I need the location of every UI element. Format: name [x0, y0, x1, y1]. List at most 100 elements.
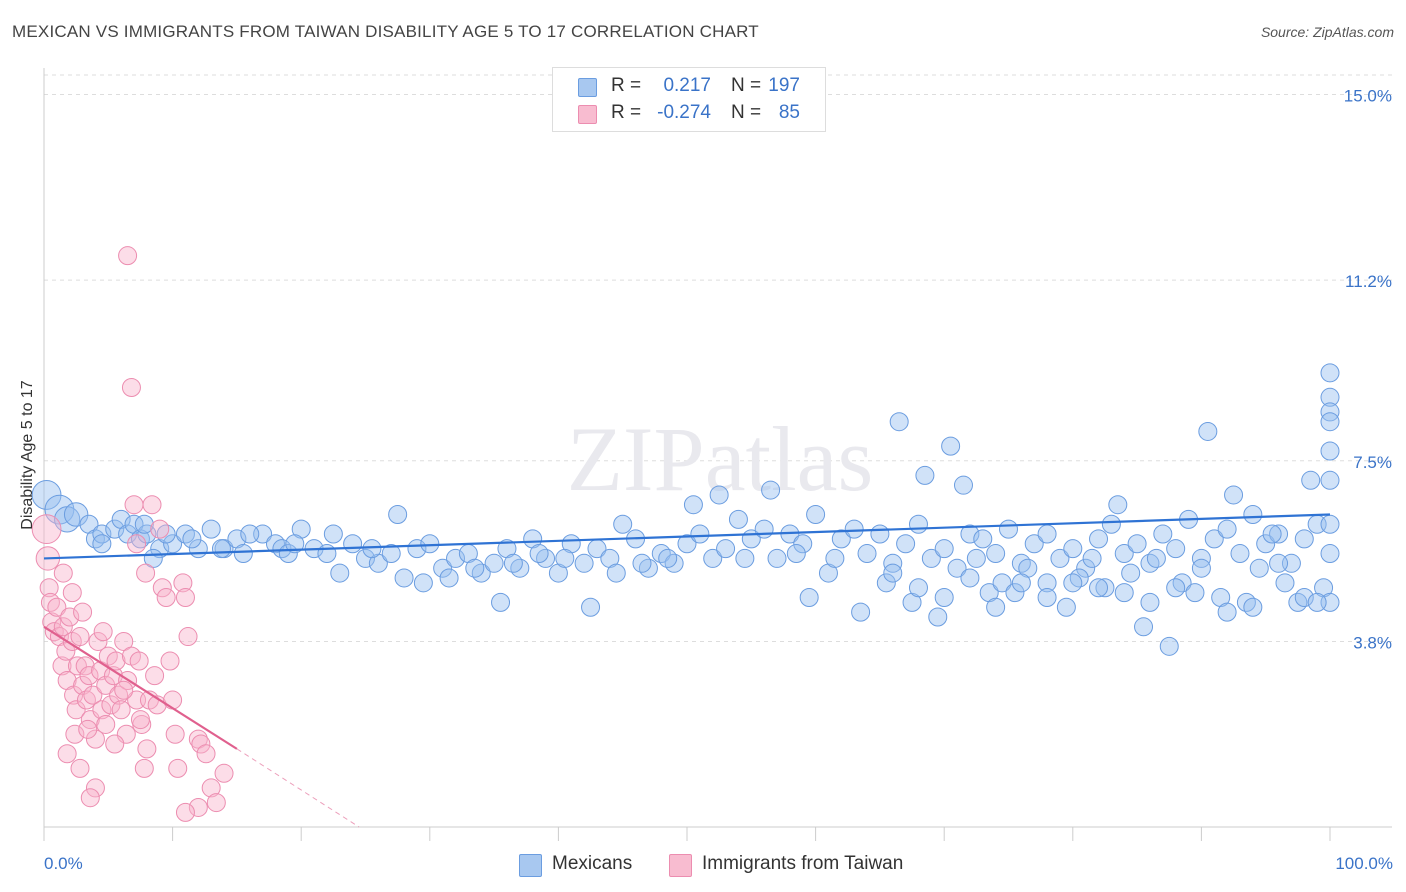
series-taiwan: [31, 246, 234, 822]
legend-r-label: R =: [611, 102, 642, 123]
data-point: [793, 534, 813, 554]
data-point: [503, 553, 523, 573]
data-point: [160, 651, 180, 671]
data-point: [178, 627, 198, 647]
data-point: [211, 539, 231, 559]
data-point: [60, 607, 80, 627]
data-point: [1269, 553, 1289, 573]
data-point: [1146, 548, 1166, 568]
data-point: [39, 578, 59, 598]
data-point: [1269, 524, 1289, 544]
data-point: [285, 534, 305, 554]
data-point: [1204, 529, 1224, 549]
trend-layer: [43, 513, 1331, 828]
legend-row-taiwan: R = -0.274 N = 85: [553, 101, 825, 127]
data-point: [206, 793, 226, 813]
data-point: [65, 724, 85, 744]
y-tick-label: 7.5%: [1353, 453, 1392, 472]
data-point: [1082, 548, 1102, 568]
data-point: [1307, 592, 1327, 612]
data-point: [831, 529, 851, 549]
data-point: [761, 480, 781, 500]
data-point: [1037, 524, 1057, 544]
data-point: [465, 558, 485, 578]
data-point: [1114, 583, 1134, 603]
data-point: [1320, 402, 1340, 422]
y-tick-label: 11.2%: [1345, 272, 1392, 291]
legend-r-value: 0.217: [663, 75, 711, 96]
data-point: [806, 504, 826, 524]
data-point: [484, 553, 504, 573]
series-legend: Mexicans Immigrants from Taiwan: [0, 852, 1406, 878]
data-point: [1288, 592, 1308, 612]
data-point: [1011, 573, 1031, 593]
data-point: [1243, 597, 1263, 617]
legend-n-label: N =: [731, 102, 762, 123]
data-point: [1011, 553, 1031, 573]
data-point: [323, 524, 343, 544]
legend-r-label: R =: [611, 75, 642, 96]
data-point: [163, 690, 183, 710]
data-point: [664, 553, 684, 573]
data-point: [394, 568, 414, 588]
data-point: [1320, 387, 1340, 407]
data-point: [1217, 602, 1237, 622]
trend-line: [43, 625, 238, 750]
data-point: [1005, 583, 1025, 603]
y-tick-label: 15.0%: [1344, 87, 1392, 106]
data-point: [165, 724, 185, 744]
data-point: [145, 666, 165, 686]
data-point: [92, 534, 112, 554]
data-point: [471, 563, 491, 583]
data-point: [1114, 544, 1134, 564]
data-point: [1050, 548, 1070, 568]
data-point: [62, 583, 82, 603]
data-point: [1095, 578, 1115, 598]
data-point: [638, 558, 658, 578]
data-point: [709, 485, 729, 505]
data-point: [1166, 578, 1186, 598]
data-point: [105, 734, 125, 754]
data-point: [1153, 524, 1173, 544]
y-axis-title: Disability Age 5 to 17: [19, 380, 36, 530]
data-point: [908, 514, 928, 534]
data-point: [767, 548, 787, 568]
data-point: [330, 563, 350, 583]
data-point: [101, 695, 121, 715]
legend-swatch-mexicans: [578, 78, 597, 97]
data-point: [1275, 573, 1295, 593]
data-point: [1127, 534, 1147, 554]
legend-swatch-taiwan: [578, 105, 597, 124]
data-point: [92, 524, 112, 544]
data-point: [96, 714, 116, 734]
data-point: [966, 548, 986, 568]
data-point: [986, 597, 1006, 617]
data-point: [1320, 412, 1340, 432]
data-point: [529, 544, 549, 564]
data-point: [857, 544, 877, 564]
data-point: [1191, 548, 1211, 568]
data-point: [555, 548, 575, 568]
data-point: [188, 797, 208, 817]
data-point: [388, 504, 408, 524]
data-point: [130, 710, 150, 730]
data-point: [265, 534, 285, 554]
data-point: [1294, 587, 1314, 607]
data-point: [233, 544, 253, 564]
data-point: [92, 700, 112, 720]
data-point: [581, 597, 601, 617]
data-point: [883, 563, 903, 583]
data-point: [79, 666, 99, 686]
data-point: [876, 573, 896, 593]
data-point: [908, 578, 928, 598]
data-point: [93, 622, 113, 642]
data-point: [240, 524, 260, 544]
data-point: [1217, 519, 1237, 539]
data-point: [690, 524, 710, 544]
data-point: [73, 675, 93, 695]
data-point: [156, 524, 176, 544]
data-point: [129, 651, 149, 671]
data-point: [1166, 539, 1186, 559]
data-point: [992, 573, 1012, 593]
data-point: [953, 475, 973, 495]
